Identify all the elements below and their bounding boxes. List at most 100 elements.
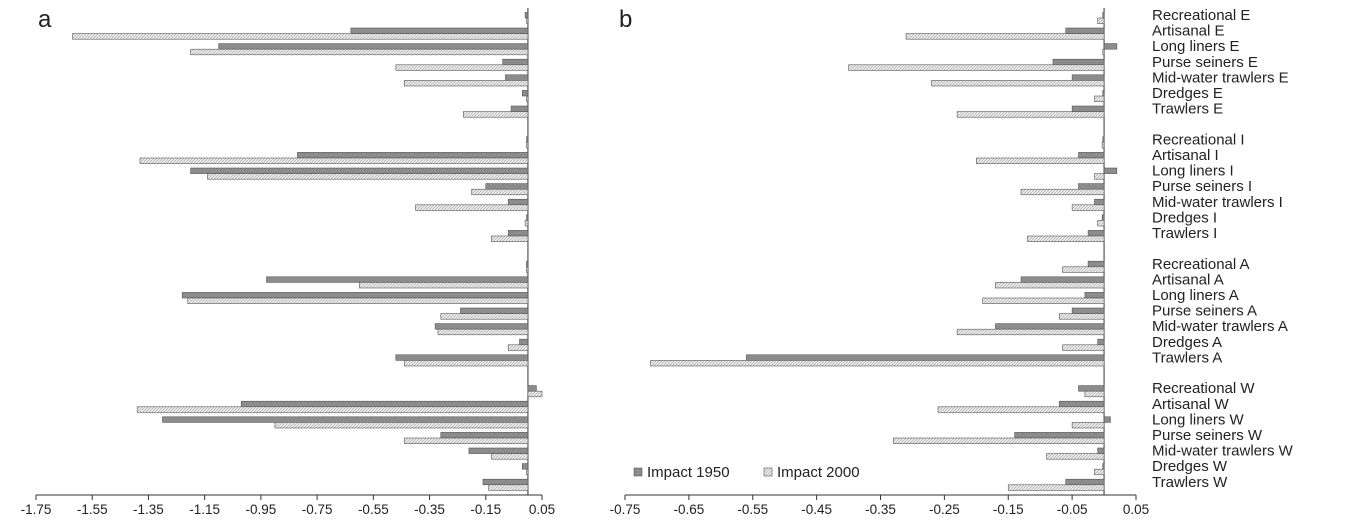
bar-impact-2000-trawlers-a	[650, 360, 1105, 367]
bar-impact-2000-trawlers-w	[488, 484, 529, 491]
category-label: Recreational I	[1152, 131, 1245, 148]
bar-impact-2000-long-liners-a	[982, 297, 1105, 304]
bar-impact-2000-mid-water-trawlers-i	[415, 204, 529, 211]
x-tick-label: 0.05	[1123, 502, 1149, 517]
bar-impact-2000-artisanal-a	[995, 282, 1105, 289]
panel-a: -1.75 -1.55 -1.35 -1.15 -0.95 -0.75 -0.55 -0.35…	[21, 8, 555, 517]
legend-label-impact-1950: Impact 1950	[647, 464, 730, 481]
bar-impact-2000-dredges-e	[1094, 95, 1105, 102]
x-tick-label: -0.65	[673, 502, 704, 517]
bar-impact-1950-long-liners-i	[1103, 167, 1118, 174]
bar-impact-1950-trawlers-w	[482, 478, 529, 486]
category-label: Recreational W	[1152, 380, 1255, 397]
bar-impact-1950-dredges-w	[1102, 463, 1105, 470]
bar-impact-1950-purse-seiners-e	[502, 58, 529, 66]
bar-impact-2000-artisanal-w	[937, 406, 1105, 413]
x-tick-label: -0.75	[302, 502, 333, 517]
x-tick-label: -0.05	[1057, 502, 1088, 517]
bar-impact-2000-long-liners-i	[207, 173, 529, 180]
bar-impact-1950-mid-water-trawlers-i	[507, 198, 529, 206]
category-label: Trawlers E	[1152, 101, 1223, 118]
bar-impact-2000-recreational-a	[526, 266, 529, 273]
bar-impact-1950-trawlers-w	[1065, 478, 1105, 486]
panel-b: -0.75 -0.65 -0.55 -0.45 -0.35 -0.25 -0.15 -0.05…	[610, 7, 1294, 517]
bar-impact-2000-mid-water-trawlers-a	[437, 328, 529, 336]
bar-impact-1950-purse-seiners-e	[1052, 58, 1105, 66]
bar-impact-2000-trawlers-e	[462, 111, 529, 118]
bar-impact-1950-long-liners-e	[218, 43, 529, 50]
panel-a-label: a	[38, 6, 52, 33]
category-label: Dredges E	[1152, 85, 1223, 102]
bar-impact-1950-artisanal-w	[1059, 400, 1105, 408]
bar-impact-1950-artisanal-i	[1078, 152, 1105, 159]
legend: Impact 1950 Impact 2000	[633, 464, 860, 481]
bar-impact-1950-dredges-a	[1097, 338, 1105, 346]
bar-impact-1950-long-liners-e	[1103, 43, 1118, 50]
category-label: Purse seiners W	[1152, 427, 1263, 444]
bar-impact-2000-purse-seiners-i	[471, 188, 529, 196]
bar-impact-2000-dredges-a	[507, 344, 529, 351]
bar-impact-1950-dredges-i	[1101, 214, 1105, 221]
bar-impact-2000-purse-seiners-e	[848, 64, 1105, 71]
x-tick-label: -1.35	[133, 502, 164, 517]
bar-impact-2000-trawlers-a	[403, 360, 529, 367]
bar-impact-2000-recreational-i	[526, 142, 529, 149]
bar-impact-1950-mid-water-trawlers-w	[1097, 447, 1105, 454]
bar-impact-2000-mid-water-trawlers-e	[931, 80, 1105, 87]
category-label: Long liners I	[1152, 163, 1234, 180]
bar-impact-1950-recreational-e	[524, 12, 529, 19]
x-tick-label: -1.15	[189, 502, 220, 517]
category-label: Trawlers A	[1152, 349, 1222, 366]
bar-impact-1950-purse-seiners-a	[1071, 307, 1105, 314]
category-label: Mid-water trawlers E	[1152, 69, 1289, 86]
bar-impact-2000-purse-seiners-e	[395, 64, 529, 71]
category-label: Dredges I	[1152, 209, 1217, 226]
bar-impact-1950-mid-water-trawlers-e	[1071, 74, 1105, 81]
bar-impact-1950-recreational-w	[527, 385, 537, 392]
panel-b-label: b	[619, 6, 633, 33]
category-label: Artisanal E	[1152, 23, 1225, 40]
bar-impact-2000-long-liners-i	[1094, 173, 1105, 180]
x-tick-label: -0.35	[414, 502, 445, 517]
bar-impact-2000-purse-seiners-w	[892, 437, 1105, 444]
bar-impact-2000-mid-water-trawlers-w	[491, 453, 529, 460]
x-tick-label: -0.55	[358, 502, 389, 517]
bar-impact-1950-mid-water-trawlers-a	[995, 323, 1105, 330]
category-label: Artisanal A	[1152, 271, 1224, 288]
legend-label-impact-2000: Impact 2000	[777, 464, 860, 481]
bar-impact-1950-long-liners-a	[181, 292, 529, 299]
bar-impact-1950-artisanal-a	[266, 276, 529, 283]
bar-impact-2000-dredges-w	[526, 468, 529, 476]
bar-impact-1950-long-liners-i	[190, 167, 529, 174]
bar-impact-2000-purse-seiners-a	[440, 313, 529, 320]
bar-impact-1950-artisanal-e	[1065, 27, 1105, 34]
bar-impact-1950-purse-seiners-i	[485, 183, 529, 190]
bar-impact-2000-mid-water-trawlers-e	[403, 80, 529, 87]
bar-impact-2000-purse-seiners-a	[1059, 313, 1105, 320]
bar-impact-2000-dredges-i	[1097, 220, 1105, 227]
bar-impact-2000-recreational-w	[527, 390, 543, 398]
bar-impact-1950-recreational-w	[1078, 385, 1105, 392]
bar-impact-2000-long-liners-w	[274, 422, 529, 429]
bar-impact-1950-purse-seiners-i	[1078, 183, 1105, 190]
x-tick-label: -0.45	[801, 502, 832, 517]
x-tick-label: -0.55	[737, 502, 768, 517]
legend-swatch-impact-1950	[633, 467, 643, 477]
bar-impact-1950-mid-water-trawlers-w	[468, 447, 529, 454]
bar-impact-2000-mid-water-trawlers-i	[1071, 204, 1105, 211]
category-label: Trawlers I	[1152, 225, 1217, 242]
bar-impact-1950-mid-water-trawlers-a	[434, 323, 529, 330]
bar-impact-2000-dredges-a	[1062, 344, 1105, 351]
bar-impact-2000-trawlers-w	[1007, 484, 1105, 491]
bar-impact-1950-dredges-w	[522, 463, 529, 470]
category-label: Artisanal I	[1152, 147, 1219, 164]
legend-swatch-impact-2000	[763, 467, 773, 477]
bar-impact-2000-trawlers-i	[1027, 235, 1105, 242]
bar-impact-1950-long-liners-w	[162, 416, 529, 423]
x-tick-label: -1.75	[21, 502, 52, 517]
bar-impact-1950-dredges-e	[1102, 90, 1105, 97]
bar-impact-2000-artisanal-a	[358, 282, 529, 289]
bar-impact-2000-purse-seiners-w	[403, 437, 529, 444]
bar-impact-2000-artisanal-w	[136, 406, 529, 413]
